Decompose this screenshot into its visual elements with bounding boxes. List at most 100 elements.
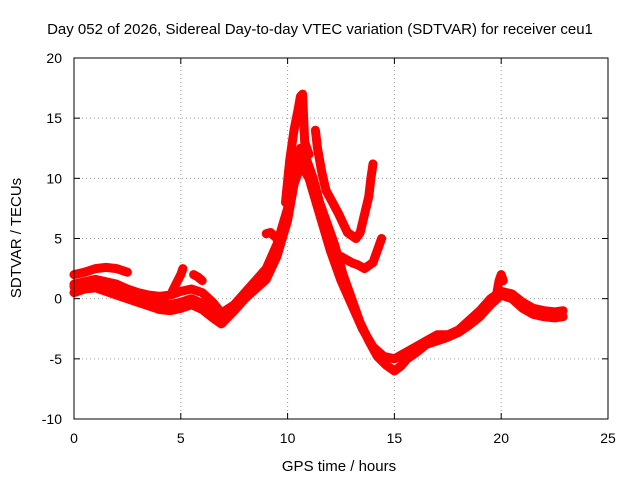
data-point (281, 198, 290, 207)
data-point (262, 229, 271, 238)
data-point (198, 276, 207, 285)
data-point (422, 336, 431, 345)
axis-ticks: 0 5 10 15 20 25 -10 -5 0 5 10 15 20 (42, 50, 616, 446)
data-point (328, 198, 337, 207)
x-tick-label: 10 (280, 430, 296, 446)
data-point (91, 279, 100, 288)
data-point (354, 260, 363, 269)
data-point (285, 156, 294, 165)
data-point (240, 292, 249, 301)
data-point (486, 294, 495, 303)
data-point (262, 270, 271, 279)
x-tick-label: 20 (493, 430, 509, 446)
data-point (390, 366, 399, 375)
data-point (123, 289, 132, 298)
data-point (507, 289, 516, 298)
data-point (343, 228, 352, 237)
data-point (283, 210, 292, 219)
data-point (304, 174, 313, 183)
series-band-blip-a (167, 264, 188, 296)
data-point (134, 293, 143, 302)
data-point (559, 306, 568, 315)
data-point (304, 150, 313, 159)
y-tick-label: 20 (46, 50, 62, 66)
y-tick-label: 0 (54, 291, 62, 307)
data-point (326, 246, 335, 255)
data-point (294, 156, 303, 165)
data-point (475, 306, 484, 315)
x-tick-label: 15 (387, 430, 403, 446)
x-axis-label: GPS time / hours (282, 458, 396, 475)
data-point (187, 294, 196, 303)
data-point (102, 281, 111, 290)
data-point (123, 268, 132, 277)
data-point (465, 316, 474, 325)
data-point (272, 234, 281, 243)
data-point (112, 285, 121, 294)
x-tick-label: 25 (600, 430, 616, 446)
data-point (360, 264, 369, 273)
series-band-arc-c (69, 155, 568, 376)
data-point (411, 342, 420, 351)
data-point (492, 288, 501, 297)
grid (74, 58, 608, 419)
data-point (497, 270, 506, 279)
data-point (343, 256, 352, 265)
data-point (300, 138, 309, 147)
data-point (80, 268, 89, 277)
data-point (360, 210, 369, 219)
y-tick-label: 10 (46, 170, 62, 186)
data-point (208, 298, 217, 307)
data-point (187, 285, 196, 294)
data-point (193, 273, 202, 282)
data-point (166, 300, 175, 309)
y-axis-label: SDTVAR / TECUs (8, 178, 25, 298)
data-point (290, 126, 299, 135)
data-point (550, 307, 559, 316)
data-point (198, 288, 207, 297)
data-point (112, 264, 121, 273)
data-point (337, 276, 345, 285)
data-point (172, 279, 181, 288)
data-point (373, 246, 382, 255)
data-point (454, 325, 463, 334)
data-point (251, 282, 260, 291)
data-point (529, 304, 538, 313)
data-point (219, 315, 228, 324)
data-point (266, 228, 275, 237)
data-point (369, 258, 378, 267)
data-point (144, 297, 153, 306)
data-point (369, 159, 378, 168)
data-point (539, 306, 548, 315)
data-point (91, 264, 100, 273)
data-point (433, 330, 442, 339)
series-band-blip-d (492, 270, 508, 298)
data-point (364, 192, 373, 201)
y-tick-label: 5 (54, 231, 62, 247)
data-point (189, 270, 198, 279)
data-point (334, 210, 343, 219)
data-point (294, 104, 303, 113)
y-tick-label: -5 (50, 351, 63, 367)
data-point (390, 354, 399, 363)
data-point (356, 228, 365, 237)
data-point (178, 264, 187, 273)
x-tick-label: 5 (177, 430, 185, 446)
data-point (176, 287, 185, 296)
data-point (230, 303, 239, 312)
series-band-peak (281, 89, 314, 207)
data-point (311, 126, 320, 135)
data-points (69, 89, 568, 376)
data-point (313, 144, 322, 153)
data-point (347, 258, 356, 267)
data-point (208, 306, 217, 315)
y-tick-label: -10 (42, 411, 62, 427)
data-point (377, 234, 386, 243)
data-point (443, 330, 452, 339)
data-point (176, 270, 185, 279)
data-point (176, 298, 185, 307)
data-point (168, 287, 177, 296)
data-point (351, 234, 360, 243)
data-point (315, 210, 324, 219)
